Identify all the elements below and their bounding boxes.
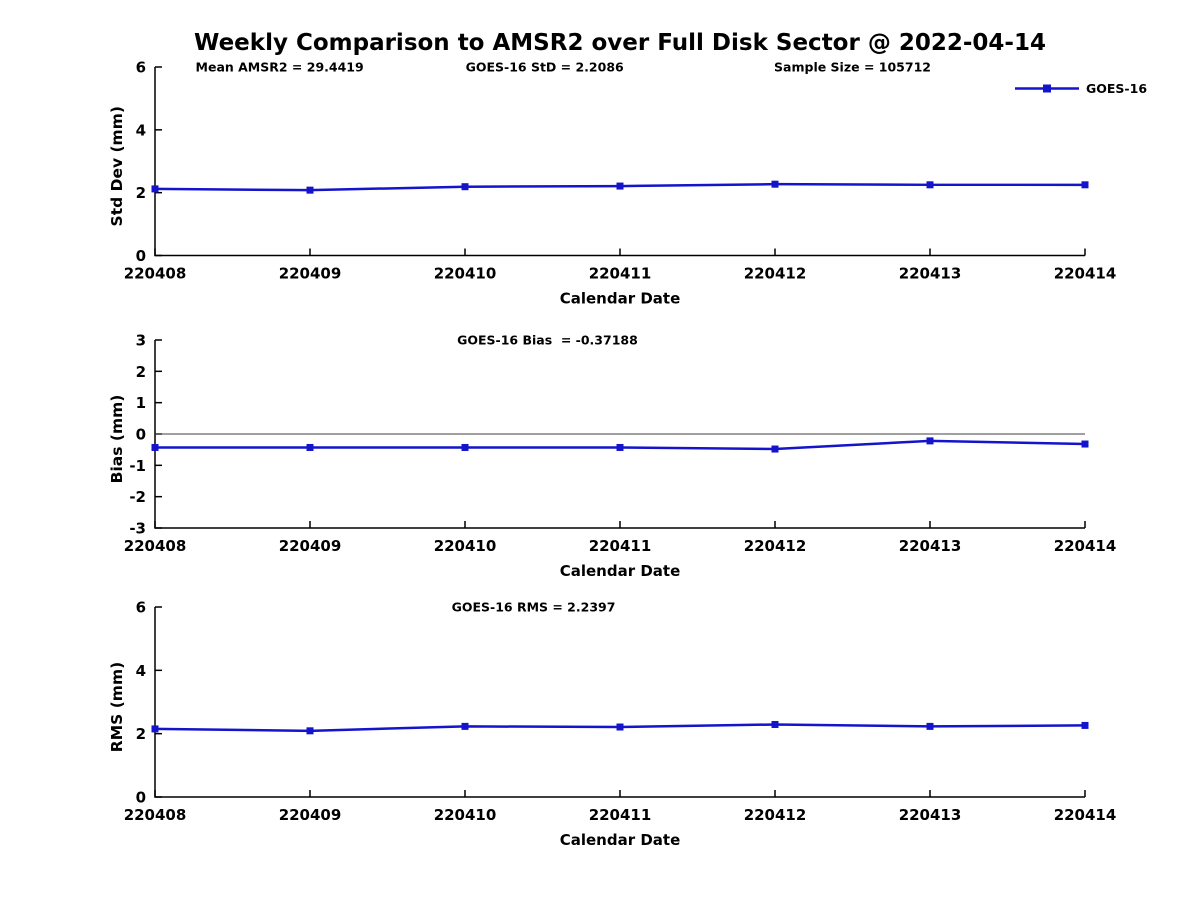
x-tick-label: 220409	[279, 265, 342, 283]
subplot-rms: 0 2 4 6 220408 220409 220410 220411 220412 220413…	[108, 599, 1116, 850]
y-tick-label: 4	[136, 662, 146, 680]
x-tick-label: 220409	[279, 537, 342, 555]
data-point-marker	[926, 437, 934, 445]
data-point-marker	[616, 182, 624, 190]
annotation: Sample Size = 105712	[774, 60, 931, 75]
y-tick-label: 6	[136, 599, 146, 617]
x-tick-label: 220412	[744, 537, 807, 555]
data-point-marker	[616, 443, 624, 451]
data-point-marker	[771, 720, 779, 728]
data-point-marker	[306, 443, 314, 451]
x-tick-label: 220408	[124, 265, 187, 283]
y-axis-label: RMS (mm)	[108, 662, 126, 752]
data-point-marker	[1081, 181, 1089, 189]
data-point-marker	[306, 186, 314, 194]
x-tick-label: 220411	[589, 537, 652, 555]
figure-title: Weekly Comparison to AMSR2 over Full Dis…	[194, 30, 1046, 56]
data-point-marker	[461, 183, 469, 191]
legend-marker	[1043, 84, 1051, 93]
legend: GOES-16	[1015, 81, 1147, 96]
x-tick-label: 220411	[589, 806, 652, 824]
y-axis-label: Std Dev (mm)	[108, 106, 126, 226]
x-axis-label: Calendar Date	[560, 562, 681, 580]
data-point-marker	[1081, 721, 1089, 729]
y-tick-label: 0	[136, 426, 146, 444]
data-point-marker	[151, 443, 159, 451]
y-tick-label: 2	[136, 725, 146, 743]
data-point-marker	[306, 727, 314, 735]
x-tick-label: 220412	[744, 806, 807, 824]
x-tick-label: 220414	[1054, 265, 1117, 283]
annotation: GOES-16 Bias = -0.37188	[457, 333, 638, 348]
x-tick-label: 220413	[899, 537, 962, 555]
data-point-marker	[771, 445, 779, 453]
y-axis-label: Bias (mm)	[108, 395, 126, 484]
data-point-marker	[616, 723, 624, 731]
x-tick-label: 220412	[744, 265, 807, 283]
x-tick-label: 220410	[434, 806, 497, 824]
data-point-marker	[151, 185, 159, 193]
annotation: GOES-16 StD = 2.2086	[466, 60, 624, 75]
y-tick-label: 2	[136, 184, 146, 202]
legend-label: GOES-16	[1086, 81, 1147, 96]
x-tick-label: 220413	[899, 806, 962, 824]
x-tick-label: 220414	[1054, 537, 1117, 555]
axes-spines	[154, 607, 1085, 798]
data-point-marker	[461, 443, 469, 451]
x-tick-label: 220408	[124, 806, 187, 824]
y-tick-label: 6	[136, 59, 146, 77]
data-point-marker	[926, 181, 934, 189]
data-point-marker	[151, 725, 159, 733]
x-tick-label: 220413	[899, 265, 962, 283]
annotation: Mean AMSR2 = 29.4419	[196, 60, 364, 75]
x-tick-label: 220414	[1054, 806, 1117, 824]
y-tick-label: -2	[129, 488, 146, 506]
y-tick-label: 2	[136, 363, 146, 381]
x-axis-label: Calendar Date	[560, 290, 681, 308]
y-tick-label: 0	[136, 789, 146, 807]
data-point-marker	[771, 180, 779, 188]
x-axis-label: Calendar Date	[560, 831, 681, 849]
x-tick-label: 220410	[434, 537, 497, 555]
subplot-bias: -3 -2 -1 0 1 2 3 220408 220409 220410 220411 220412…	[108, 332, 1116, 581]
annotation: GOES-16 RMS = 2.2397	[452, 600, 616, 615]
x-tick-label: 220410	[434, 265, 497, 283]
y-tick-label: 4	[136, 121, 146, 139]
x-tick-label: 220408	[124, 537, 187, 555]
x-tick-label: 220411	[589, 265, 652, 283]
y-tick-label: 3	[136, 332, 146, 350]
data-point-marker	[1081, 440, 1089, 448]
y-tick-label: -1	[129, 457, 146, 475]
data-point-marker	[461, 722, 469, 730]
data-point-marker	[926, 722, 934, 730]
x-tick-label: 220409	[279, 806, 342, 824]
y-tick-label: 0	[136, 247, 146, 265]
axes-spines	[154, 67, 1085, 257]
subplot-std-dev: 0 2 4 6 220408 220409 220410 220411 220412 220413…	[108, 59, 1147, 308]
y-tick-label: 1	[136, 394, 146, 412]
y-tick-label: -3	[129, 520, 146, 538]
